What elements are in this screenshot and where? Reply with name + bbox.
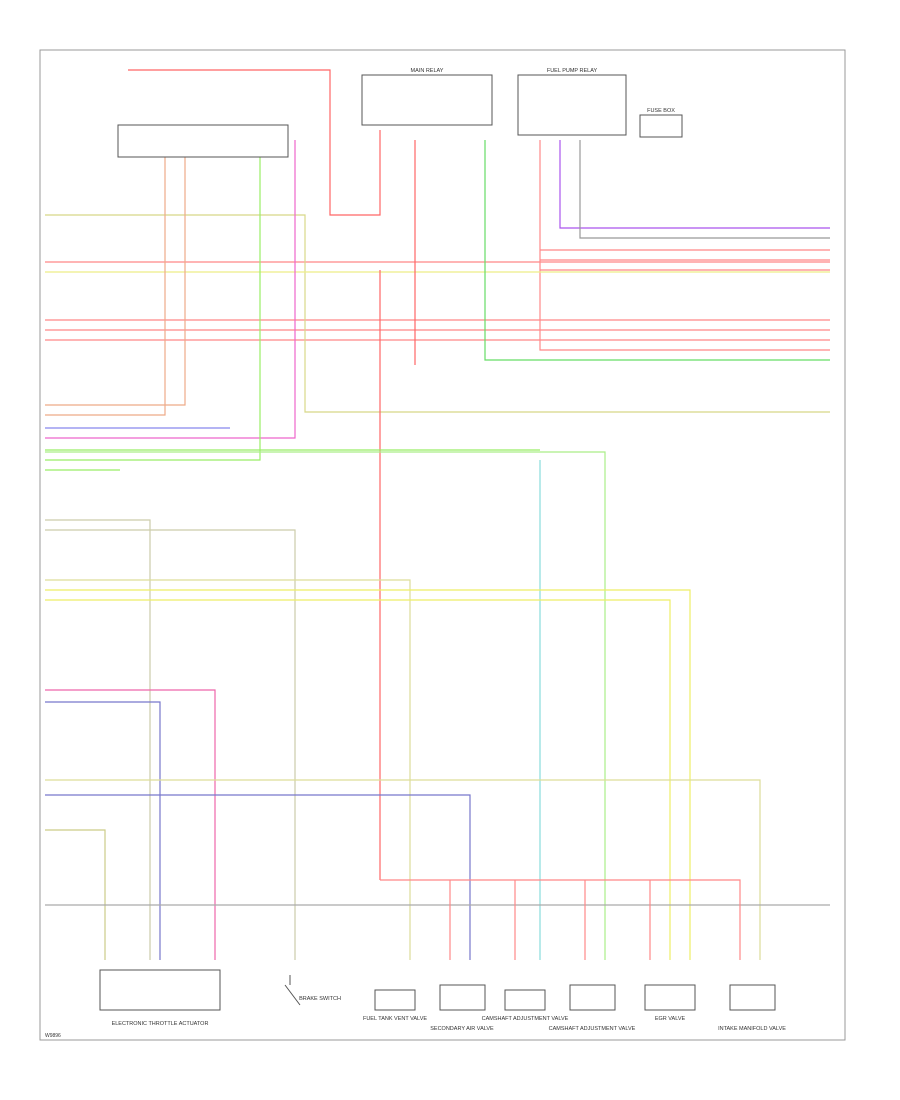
component-label: MAIN RELAY <box>411 68 444 74</box>
component <box>374 989 416 1011</box>
relay-box <box>361 74 493 126</box>
fuse-box <box>639 114 683 138</box>
component-label: CAMSHAFT ADJUSTMENT VALVE <box>549 1026 636 1032</box>
component <box>729 984 776 1011</box>
component <box>644 984 696 1011</box>
component-label: INTAKE MANIFOLD VALVE <box>718 1026 786 1032</box>
component-label: FUSE BOX <box>647 108 675 114</box>
switch-symbol <box>284 975 301 1006</box>
component <box>504 989 546 1011</box>
component-label: FUEL TANK VENT VALVE <box>363 1016 427 1022</box>
component-label: ELECTRONIC THROTTLE ACTUATOR <box>112 1021 209 1027</box>
relay-box <box>517 74 627 136</box>
component-label: FUEL PUMP RELAY <box>547 68 598 74</box>
component-label: EGR VALVE <box>655 1016 686 1022</box>
connector <box>117 124 289 158</box>
component <box>569 984 616 1011</box>
top-boxes: MAIN RELAY FUEL PUMP RELAY FUSE BOX <box>117 68 683 158</box>
component-label: CAMSHAFT ADJUSTMENT VALVE <box>482 1016 569 1022</box>
wires <box>45 69 830 960</box>
footer-code: W9896 <box>45 1033 61 1039</box>
component-label: BRAKE SWITCH <box>299 996 341 1002</box>
component <box>99 969 221 1011</box>
bottom-boxes: ELECTRONIC THROTTLE ACTUATOR BRAKE SWITC… <box>99 969 786 1032</box>
component <box>439 984 486 1011</box>
frame <box>39 49 846 1041</box>
component-label: SECONDARY AIR VALVE <box>430 1026 494 1032</box>
